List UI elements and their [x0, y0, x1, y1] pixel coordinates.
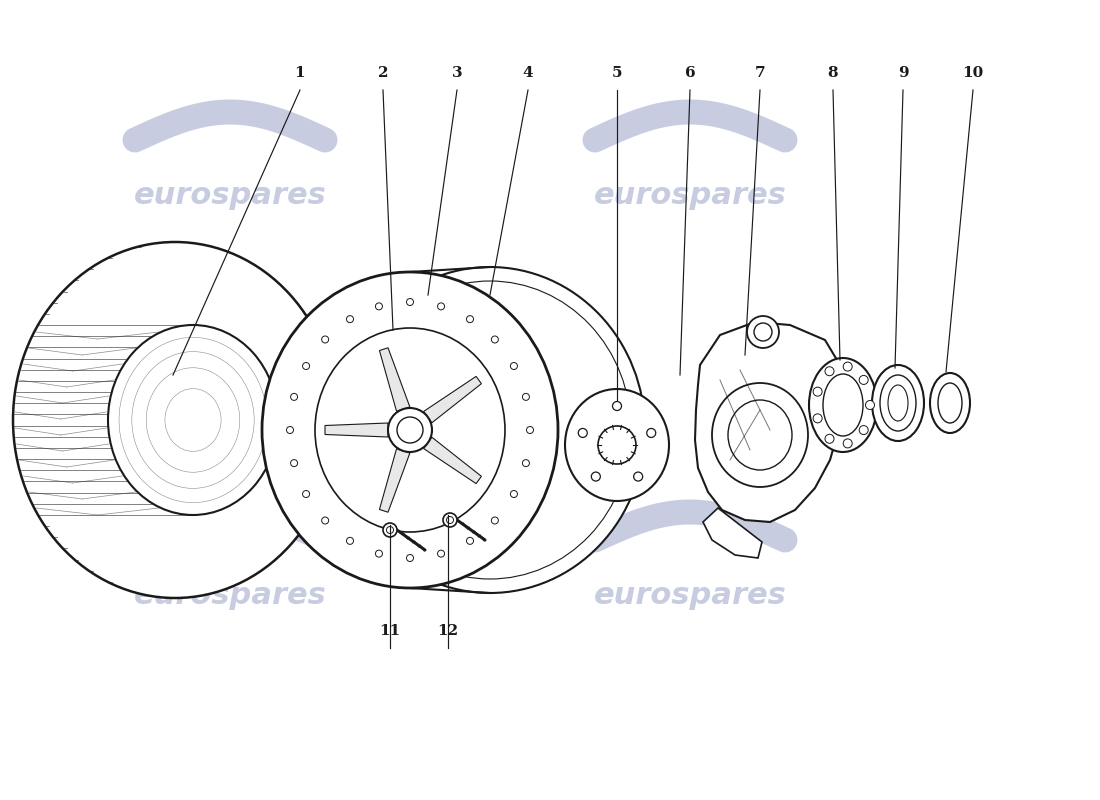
Circle shape [346, 316, 353, 322]
Circle shape [522, 460, 529, 466]
Circle shape [321, 336, 329, 343]
Circle shape [579, 429, 587, 438]
Circle shape [383, 523, 397, 537]
Ellipse shape [930, 373, 970, 433]
Circle shape [634, 472, 642, 481]
Circle shape [302, 362, 309, 370]
Circle shape [592, 472, 601, 481]
Text: eurospares: eurospares [594, 581, 786, 610]
Circle shape [825, 366, 834, 376]
Circle shape [844, 439, 852, 448]
Circle shape [438, 550, 444, 557]
Circle shape [747, 316, 779, 348]
Ellipse shape [888, 385, 907, 421]
Circle shape [613, 402, 621, 410]
Ellipse shape [315, 328, 505, 532]
Circle shape [754, 323, 772, 341]
Circle shape [522, 394, 529, 400]
Ellipse shape [336, 267, 645, 593]
Text: 5: 5 [612, 66, 623, 80]
Text: 3: 3 [452, 66, 462, 80]
Circle shape [510, 490, 517, 498]
Circle shape [813, 414, 822, 423]
Text: 4: 4 [522, 66, 534, 80]
Polygon shape [424, 376, 482, 422]
Circle shape [443, 513, 456, 527]
Text: 9: 9 [898, 66, 909, 80]
Circle shape [844, 362, 852, 371]
Circle shape [388, 408, 432, 452]
Polygon shape [424, 438, 482, 484]
Ellipse shape [823, 374, 864, 436]
Circle shape [407, 554, 414, 562]
Text: 10: 10 [962, 66, 983, 80]
Polygon shape [695, 322, 845, 522]
Text: 8: 8 [827, 66, 838, 80]
Circle shape [859, 375, 868, 385]
Text: 7: 7 [755, 66, 766, 80]
Circle shape [386, 526, 394, 534]
Circle shape [466, 538, 473, 544]
Circle shape [527, 426, 534, 434]
Circle shape [647, 429, 656, 438]
Ellipse shape [108, 325, 278, 515]
Circle shape [346, 538, 353, 544]
Polygon shape [324, 423, 388, 437]
Ellipse shape [349, 281, 631, 579]
Text: eurospares: eurospares [133, 181, 327, 210]
Ellipse shape [565, 389, 669, 501]
Text: 2: 2 [377, 66, 388, 80]
Circle shape [598, 426, 636, 464]
Ellipse shape [262, 272, 558, 588]
Ellipse shape [13, 242, 337, 598]
Circle shape [510, 362, 517, 370]
Circle shape [375, 550, 383, 557]
Text: 12: 12 [438, 624, 459, 638]
Circle shape [321, 517, 329, 524]
Polygon shape [379, 449, 410, 512]
Ellipse shape [880, 375, 916, 431]
Circle shape [447, 517, 453, 523]
Circle shape [302, 490, 309, 498]
Text: 1: 1 [295, 66, 306, 80]
Circle shape [290, 460, 298, 466]
Circle shape [466, 316, 473, 322]
Circle shape [492, 336, 498, 343]
Ellipse shape [938, 383, 962, 423]
Polygon shape [703, 508, 762, 558]
Circle shape [813, 387, 822, 396]
Circle shape [375, 303, 383, 310]
Circle shape [290, 394, 298, 400]
Circle shape [407, 298, 414, 306]
Text: 6: 6 [684, 66, 695, 80]
Text: 11: 11 [379, 624, 400, 638]
Ellipse shape [728, 400, 792, 470]
Ellipse shape [712, 383, 808, 487]
Ellipse shape [808, 358, 877, 452]
Circle shape [438, 303, 444, 310]
Text: eurospares: eurospares [594, 181, 786, 210]
Circle shape [397, 417, 424, 443]
Text: eurospares: eurospares [133, 581, 327, 610]
Circle shape [825, 434, 834, 443]
Ellipse shape [872, 365, 924, 441]
Polygon shape [379, 348, 410, 411]
Circle shape [492, 517, 498, 524]
Circle shape [866, 401, 874, 410]
Circle shape [286, 426, 294, 434]
Circle shape [859, 426, 868, 434]
